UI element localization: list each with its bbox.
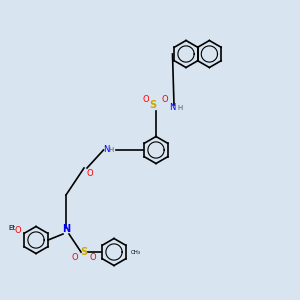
Text: N: N <box>62 224 70 235</box>
Text: CH₃: CH₃ <box>130 250 141 254</box>
Text: O: O <box>90 254 96 262</box>
Text: O: O <box>87 169 93 178</box>
Text: S: S <box>80 247 88 257</box>
Text: O: O <box>142 94 149 103</box>
Text: S: S <box>149 100 157 110</box>
Text: N: N <box>103 146 110 154</box>
Text: H: H <box>108 147 114 153</box>
Text: O: O <box>162 94 168 103</box>
Text: N: N <box>169 103 176 112</box>
Text: Et: Et <box>8 224 16 230</box>
Text: O: O <box>15 226 21 235</box>
Text: H: H <box>177 105 183 111</box>
Text: O: O <box>72 254 78 262</box>
